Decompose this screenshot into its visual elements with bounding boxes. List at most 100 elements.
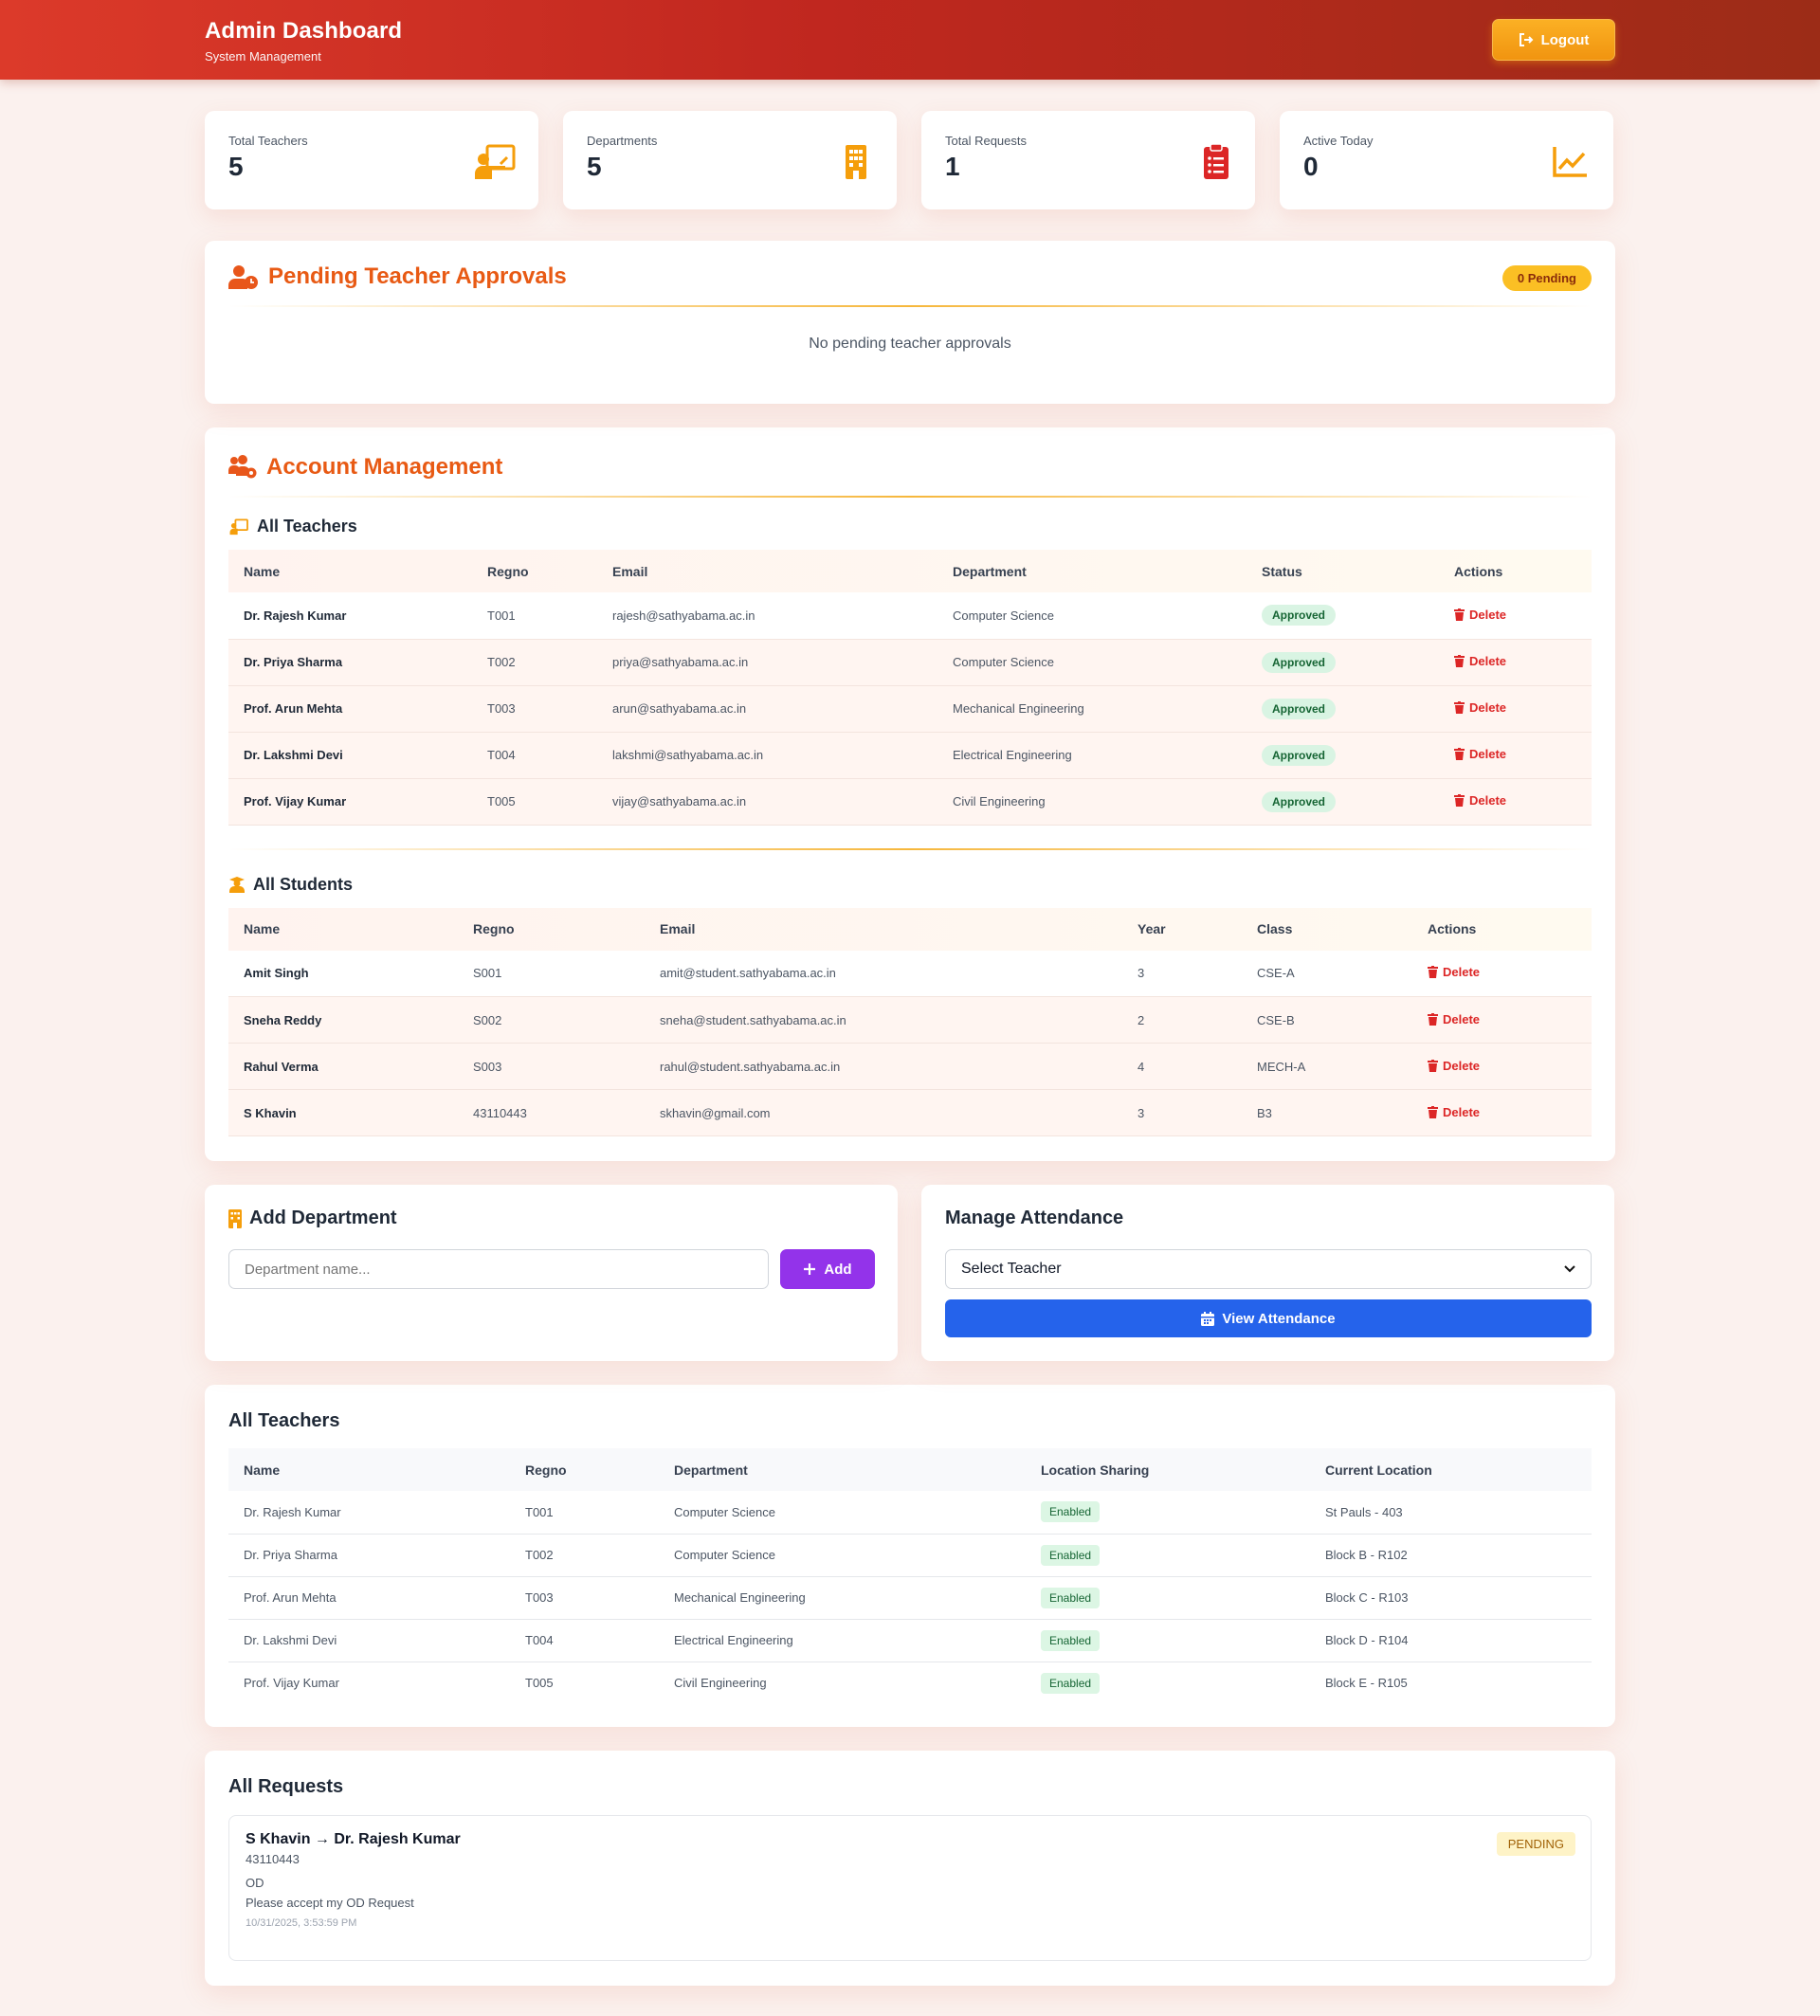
stats-row: Total Teachers 5 Departments 5 [205,111,1615,209]
trash-icon [1428,1059,1438,1072]
cell-email: skhavin@gmail.com [660,1105,771,1120]
cell-location: Block B - R102 [1325,1548,1408,1562]
sharing-badge: Enabled [1041,1544,1101,1566]
col-name: Name [244,921,281,936]
cell-regno: T004 [487,748,516,762]
stat-value: 5 [587,152,602,181]
teacher-select[interactable]: Select Teacher [945,1249,1592,1289]
delete-label: Delete [1443,965,1481,980]
sharing-badge: Enabled [1041,1587,1101,1608]
delete-button[interactable]: Delete [1454,608,1506,622]
chalkboard-teacher-icon [475,144,516,179]
cell-class: CSE-B [1257,1012,1295,1027]
delete-label: Delete [1443,1058,1481,1073]
stat-card-active: Active Today 0 [1280,111,1613,209]
table-row: Amit Singh S001 amit@student.sathyabama.… [228,950,1592,997]
cell-name: Amit Singh [244,966,309,981]
empty-state-message: No pending teacher approvals [809,336,1011,352]
add-department-card: Add Department Add [205,1185,898,1361]
cell-department: Mechanical Engineering [674,1590,806,1605]
delete-button[interactable]: Delete [1428,1105,1480,1119]
table-row: Dr. Lakshmi Devi T004 Electrical Enginee… [228,1619,1592,1662]
table-row: Dr. Priya Sharma T002 priya@sathyabama.a… [228,639,1592,685]
table-row: Dr. Priya Sharma T002 Computer Science E… [228,1534,1592,1576]
main-content: Total Teachers 5 Departments 5 [205,111,1615,1986]
delete-button[interactable]: Delete [1454,747,1506,761]
page-subtitle: System Management [205,49,321,64]
table-row: Sneha Reddy S002 sneha@student.sathyabam… [228,996,1592,1044]
trash-icon [1454,701,1465,714]
delete-button[interactable]: Delete [1454,654,1506,668]
stat-label: Active Today [1303,134,1374,148]
col-class: Class [1257,921,1293,936]
delete-label: Delete [1469,607,1507,622]
section-title: Account Management [266,454,503,480]
cell-year: 3 [1138,966,1145,981]
status-badge: Approved [1262,744,1337,766]
cell-name: Dr. Rajesh Kumar [244,608,347,623]
delete-button[interactable]: Delete [1454,700,1506,715]
add-department-button[interactable]: Add [780,1249,875,1289]
delete-button[interactable]: Delete [1428,965,1480,979]
divider [228,847,1592,850]
delete-label: Delete [1443,1011,1481,1026]
add-department-heading: Add Department [228,1208,874,1229]
delete-label: Delete [1469,700,1507,715]
cell-year: 3 [1138,1105,1145,1120]
add-label: Add [824,1261,852,1278]
col-email: Email [660,921,696,936]
table-row: Prof. Vijay Kumar T005 Civil Engineering… [228,1662,1592,1704]
cell-year: 2 [1138,1012,1145,1027]
cell-location: Block C - R103 [1325,1590,1409,1605]
col-year: Year [1138,921,1166,936]
table-row: Prof. Arun Mehta T003 Mechanical Enginee… [228,1576,1592,1619]
delete-label: Delete [1469,793,1507,808]
view-attendance-button[interactable]: View Attendance [945,1299,1592,1337]
cell-regno: S001 [473,966,502,981]
building-icon [228,1208,242,1228]
select-value: Select Teacher [961,1261,1062,1277]
cell-regno: T005 [487,794,516,808]
col-department: Department [953,563,1027,579]
cell-email: lakshmi@sathyabama.ac.in [612,748,764,762]
logout-button[interactable]: Logout [1492,19,1615,61]
teachers-subheading: All Teachers [228,517,1592,536]
cell-department: Civil Engineering [674,1676,767,1691]
cell-name: Rahul Verma [244,1059,318,1074]
cell-department: Mechanical Engineering [953,701,1084,716]
status-badge: Approved [1262,790,1337,812]
stat-card-teachers: Total Teachers 5 [205,111,538,209]
delete-label: Delete [1469,747,1507,761]
request-item[interactable]: S Khavin → Dr. Rajesh Kumar 43110443 OD … [228,1815,1592,1961]
chart-line-icon [1553,147,1587,177]
request-type: OD [246,1876,264,1890]
sign-out-icon [1519,33,1534,46]
cell-location: Block D - R104 [1325,1633,1409,1647]
cell-name: Dr. Lakshmi Devi [244,748,343,762]
col-location-sharing: Location Sharing [1041,1462,1150,1478]
building-icon [846,145,866,179]
stat-value: 5 [228,152,244,181]
divider [228,496,1592,498]
table-row: Prof. Vijay Kumar T005 vijay@sathyabama.… [228,778,1592,825]
cell-regno: 43110443 [473,1105,527,1120]
table-row: Dr. Rajesh Kumar T001 rajesh@sathyabama.… [228,592,1592,639]
table-row: Prof. Arun Mehta T003 arun@sathyabama.ac… [228,685,1592,732]
department-name-input[interactable] [228,1249,769,1289]
brand: Admin Dashboard System Management [205,18,402,64]
cell-email: amit@student.sathyabama.ac.in [660,966,836,981]
table-header-row: Name Regno Department Location Sharing C… [228,1448,1592,1491]
cell-regno: T001 [487,608,516,623]
cell-regno: T002 [525,1548,554,1562]
delete-button[interactable]: Delete [1428,1059,1480,1073]
tools-row: Add Department Add Manage Attendance Sel… [205,1185,1615,1361]
cell-class: MECH-A [1257,1059,1306,1074]
calendar-icon [1201,1311,1215,1326]
status-badge: Approved [1262,698,1337,719]
cell-department: Computer Science [674,1504,775,1519]
cell-email: rajesh@sathyabama.ac.in [612,608,755,623]
delete-button[interactable]: Delete [1454,793,1506,808]
delete-button[interactable]: Delete [1428,1012,1480,1026]
cell-regno: S002 [473,1012,502,1027]
cell-regno: S003 [473,1059,502,1074]
